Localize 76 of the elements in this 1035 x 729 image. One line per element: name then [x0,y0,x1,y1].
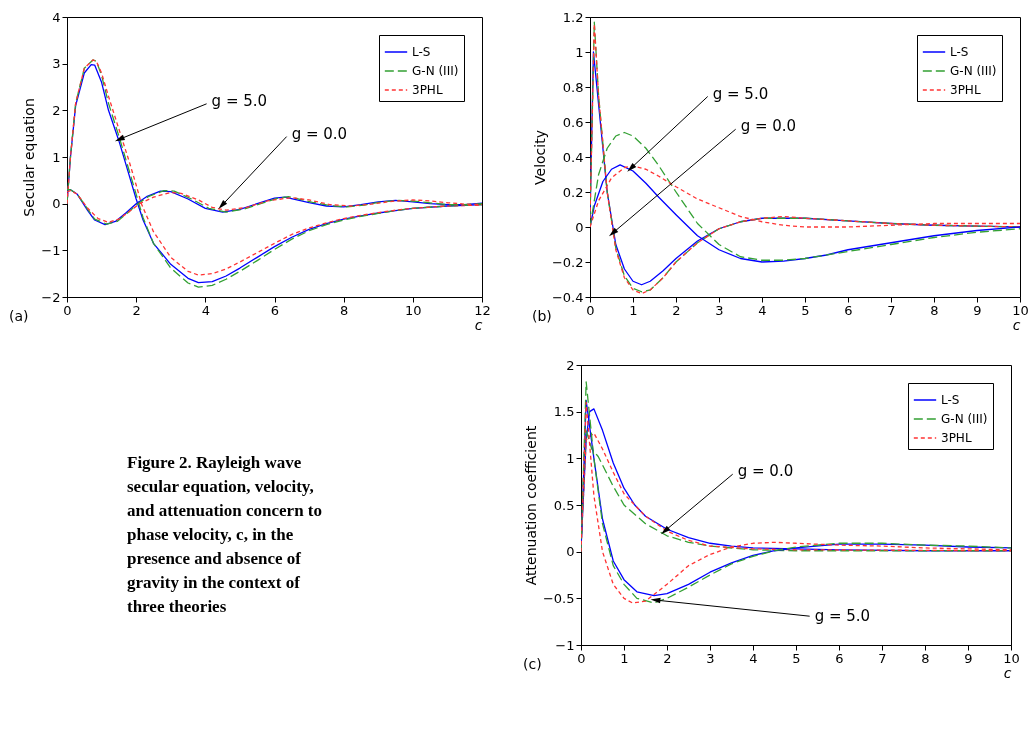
x-tick-label: 6 [835,650,844,666]
legend-label: L-S [412,45,431,59]
x-tick-label: 5 [792,650,801,666]
y-tick-label: 2 [566,357,575,373]
x-tick-label: 2 [672,302,681,318]
y-tick-label: 0.8 [562,79,584,95]
annotation: g = 5.0 [211,91,268,110]
x-tick-label: 0 [63,302,72,318]
y-tick-label: 4 [52,9,61,25]
text: (a) [9,308,29,324]
x-tick-label: 7 [878,650,887,666]
y-tick-label: 0.2 [562,184,584,200]
legend-label: L-S [950,45,969,59]
y-tick-label: −1 [555,637,575,653]
x-tick-label: 3 [706,650,715,666]
y-tick-label: −0.4 [551,289,584,305]
x-axis-title: c [1003,664,1012,681]
annotation: g = 5.0 [712,84,769,103]
x-tick-label: 7 [887,302,896,318]
x-tick-label: 8 [930,302,939,318]
y-tick-label: 0 [575,219,584,235]
annotation: g = 0.0 [291,124,348,143]
annotation: g = 0.0 [740,117,797,136]
y-axis-title: Velocity [531,130,548,185]
legend-label: 3PHL [941,431,972,445]
y-tick-label: 3 [52,56,61,72]
x-tick-label: 9 [973,302,982,318]
y-tick-label: 1 [52,149,61,165]
x-tick-label: 2 [132,302,141,318]
x-tick-label: 0 [586,302,595,318]
legend-label: G-N (III) [941,412,988,426]
x-tick-label: 10 [405,302,422,318]
y-tick-label: 1 [566,450,575,466]
y-tick-label: 0 [52,196,61,212]
y-axis-title: Attenuation coefficient [522,425,539,586]
x-tick-label: 12 [474,302,491,318]
x-tick-label: 4 [749,650,758,666]
x-tick-label: 2 [663,650,672,666]
y-tick-label: 0.5 [553,497,575,513]
x-tick-label: 8 [921,650,930,666]
y-tick-label: −0.2 [551,254,584,270]
y-tick-label: 0.6 [562,114,584,130]
y-tick-label: 1 [575,44,584,60]
x-tick-label: 6 [844,302,853,318]
legend-label: 3PHL [950,83,981,97]
x-tick-label: 10 [1012,302,1029,318]
legend-label: G-N (III) [950,64,997,78]
annotation: g = 0.0 [737,462,794,481]
x-tick-label: 9 [964,650,973,666]
x-tick-label: 8 [340,302,349,318]
y-tick-label: −1 [41,242,61,258]
y-tick-label: −0.5 [542,590,575,606]
y-tick-label: 0.4 [562,149,584,165]
legend-label: 3PHL [412,83,443,97]
x-tick-label: 10 [1003,650,1020,666]
x-tick-label: 3 [715,302,724,318]
legend-label: L-S [941,393,960,407]
annotation: g = 5.0 [814,607,871,626]
y-tick-label: 1.2 [562,9,584,25]
x-axis-title: c [1012,316,1021,333]
x-tick-label: 4 [758,302,767,318]
x-tick-label: 5 [801,302,810,318]
y-tick-label: 2 [52,102,61,118]
y-axis-title: Secular equation [21,98,38,217]
y-tick-label: −2 [41,289,61,305]
y-tick-label: 0 [566,544,575,560]
legend-label: G-N (III) [412,64,459,78]
x-tick-label: 6 [270,302,280,318]
x-tick-label: 1 [620,650,629,666]
y-tick-label: 1.5 [553,404,575,420]
text: (b) [532,308,552,324]
x-tick-label: 4 [201,302,210,318]
x-axis-title: c [474,316,483,333]
caption: Figure 2. Rayleigh wave secular equation, velocity, and attenuation concern to phase velocity, c, in the presence and absence of gravity in the context of three theories [127,453,323,616]
text: (c) [523,656,542,672]
x-tick-label: 1 [629,302,638,318]
